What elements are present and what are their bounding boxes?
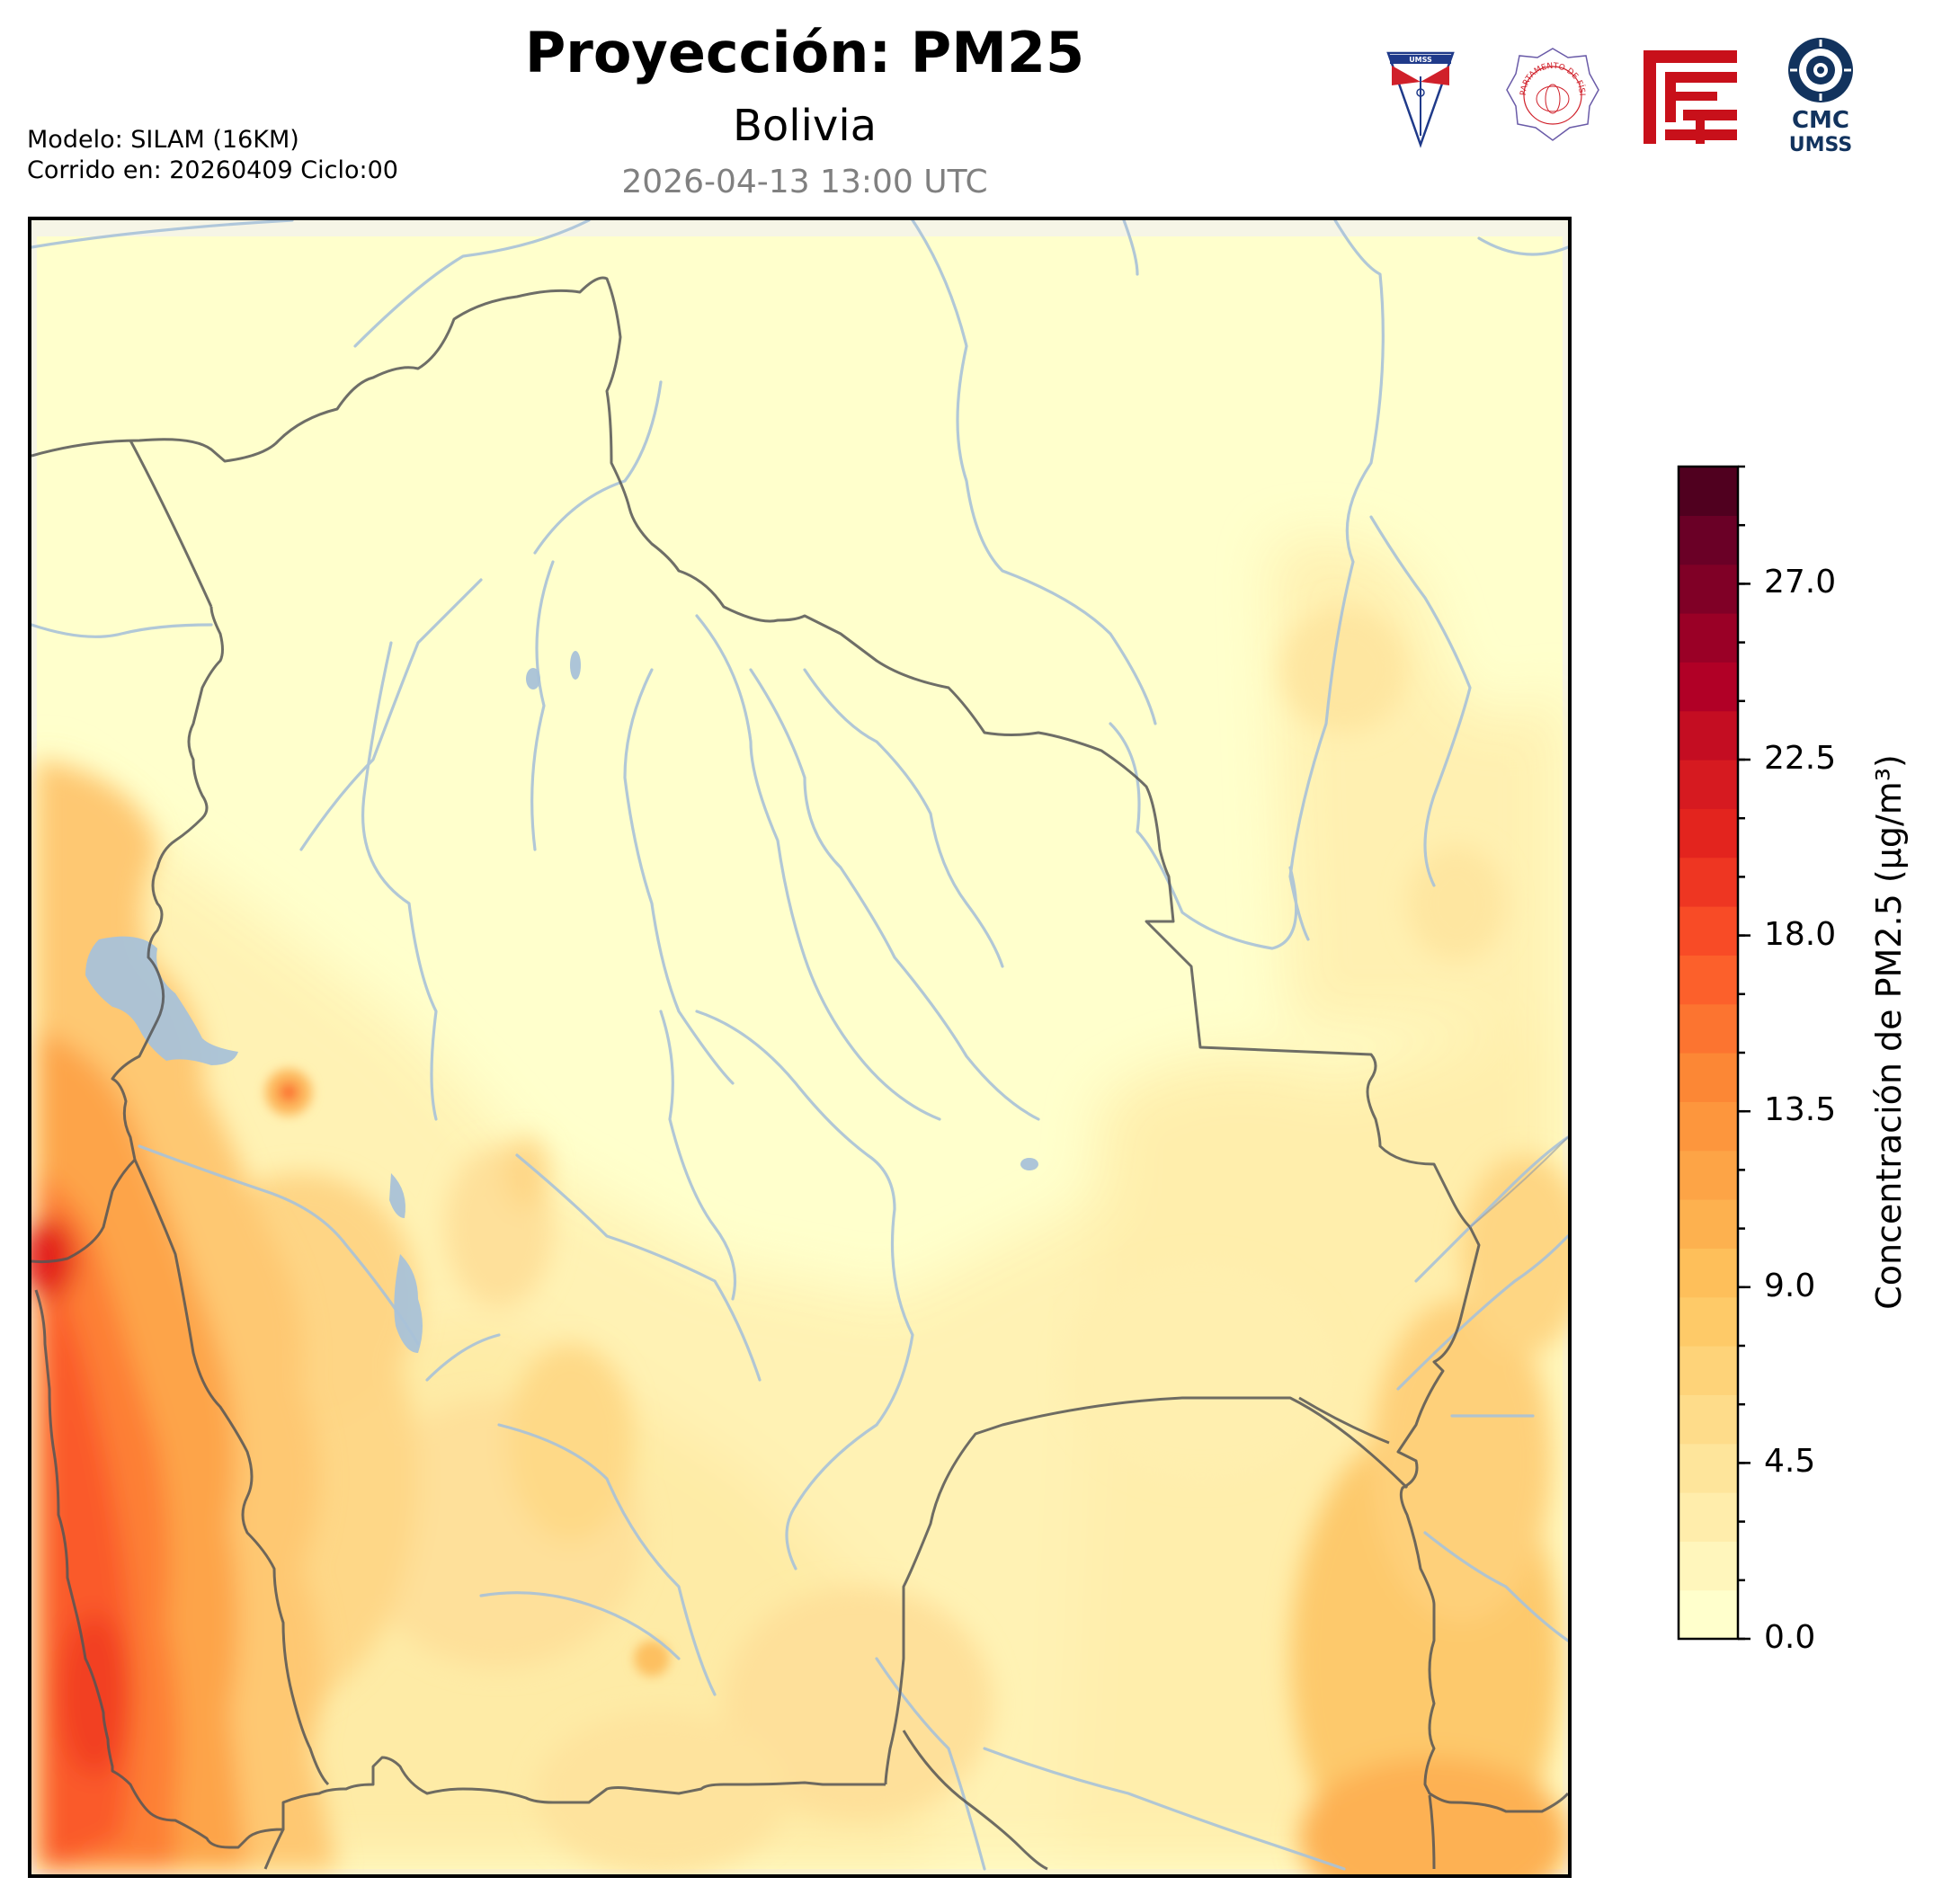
svg-text:UMSS: UMSS (1789, 134, 1852, 156)
colorbar-band (1679, 1443, 1738, 1493)
colorbar-tick-label: 13.5 (1764, 1091, 1837, 1129)
colorbar-band (1679, 1394, 1738, 1445)
colorbar-tick-label: 0.0 (1764, 1619, 1816, 1656)
colorbar-band (1679, 760, 1738, 809)
physics-dept-logo: DEPARTAMENTO DE FÍSICA (1503, 45, 1599, 141)
colorbar-band (1679, 710, 1738, 761)
colorbar-tick-label: 9.0 (1764, 1267, 1816, 1304)
colorbar-band (1679, 1589, 1738, 1640)
colorbar-ticks (1738, 465, 1750, 1641)
cmc-umss-logo: CMC UMSS (1788, 38, 1853, 156)
colorbar-tick-label: 4.5 (1764, 1443, 1816, 1481)
rivers (31, 220, 1568, 1871)
colorbar-band (1679, 808, 1738, 859)
country-borders (31, 276, 1568, 1871)
colorbar (1677, 465, 1750, 1641)
colorbar-band (1679, 1492, 1738, 1542)
colorbar-tick-label: 22.5 (1764, 740, 1837, 777)
colorbar-title: Concentración de PM2.5 (μg/m³) (1869, 754, 1909, 1310)
svg-text:CMC: CMC (1792, 107, 1849, 134)
colorbar-band (1679, 515, 1738, 565)
model-info: Modelo: SILAM (16KM) (27, 126, 299, 154)
colorbar-band (1679, 1541, 1738, 1591)
page-title: Proyección: PM25 (524, 20, 1085, 85)
map-canvas (31, 220, 1568, 1874)
colorbar-band (1679, 564, 1738, 614)
colorbar-band (1679, 613, 1738, 663)
colorbar-band (1679, 1053, 1738, 1102)
colorbar-band (1679, 467, 1738, 516)
colorbar-band (1679, 955, 1738, 1005)
colorbar-band (1679, 662, 1738, 712)
umss-logo: UMSS (1386, 51, 1455, 148)
colorbar-band (1679, 1346, 1738, 1395)
colorbar-band (1679, 1003, 1738, 1054)
region-subtitle: Bolivia (732, 101, 877, 151)
run-info: Corrido en: 20260409 Ciclo:00 (27, 156, 398, 184)
colorbar-band (1679, 1101, 1738, 1152)
colorbar-band (1679, 1248, 1738, 1298)
colorbar-band (1679, 1296, 1738, 1347)
svg-text:UMSS: UMSS (1409, 56, 1432, 64)
colorbar-tick-label: 18.0 (1764, 915, 1837, 953)
colorbar-band (1679, 1150, 1738, 1200)
colorbar-band (1679, 906, 1738, 956)
pm25-map (28, 217, 1572, 1878)
colorbar-band (1679, 1199, 1738, 1249)
colorbar-band (1679, 857, 1738, 907)
fcyt-logo (1644, 50, 1737, 144)
colorbar-tick-label: 27.0 (1764, 564, 1837, 601)
colorbar-bands (1679, 467, 1738, 1640)
forecast-datetime: 2026-04-13 13:00 UTC (621, 164, 988, 200)
